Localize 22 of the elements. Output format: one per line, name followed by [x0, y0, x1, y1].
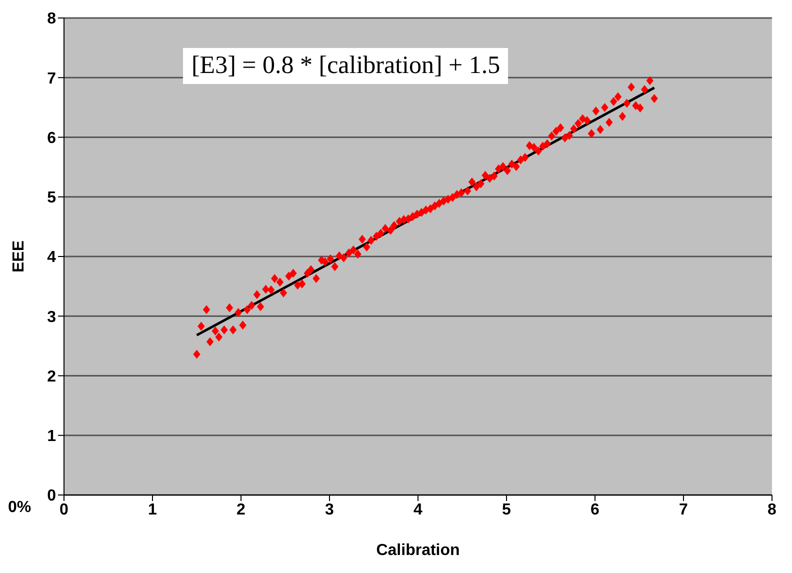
text: 0% [8, 499, 32, 517]
x-tick-label: 0 [60, 501, 69, 518]
annotation: [E3] = 0.8 * [calibration] + 1.5 [183, 48, 508, 84]
y-tick-label: 0 [47, 488, 56, 505]
x-tick-label: 2 [236, 501, 246, 518]
x-tick-label: 1 [148, 501, 158, 518]
y-tick-label: 2 [47, 368, 56, 386]
x-tick-label: 7 [679, 501, 688, 518]
y-tick-label: 4 [47, 249, 56, 266]
x-axis-title: Calibration [376, 542, 460, 559]
y-tick-label: 7 [47, 70, 56, 88]
x-tick-label: 6 [590, 501, 600, 518]
y-tick-label: 6 [47, 130, 56, 147]
y-tick-label: 8 [47, 10, 56, 28]
y-tick-label: 1 [47, 428, 56, 446]
x-tick-label: 8 [768, 501, 777, 518]
x-tick-label: 4 [414, 501, 423, 518]
y-tick-label: 3 [47, 308, 56, 326]
x-tick-label: 5 [502, 501, 512, 518]
y-tick-label: 5 [47, 190, 56, 207]
x-tick-label: 3 [325, 501, 334, 518]
y-axis-title: EEE [10, 240, 28, 273]
